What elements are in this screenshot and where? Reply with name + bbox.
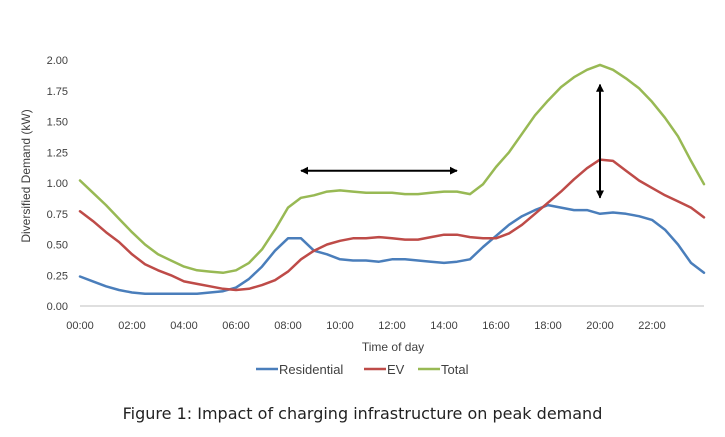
y-tick-label: 1.75: [47, 86, 68, 98]
series-line-ev: [78, 158, 706, 292]
x-tick-label: 02:00: [118, 320, 146, 332]
y-tick-label: 0.75: [47, 209, 68, 221]
x-tick-label: 08:00: [274, 320, 302, 332]
y-tick-label: 2.00: [47, 55, 68, 67]
legend-label-ev: EV: [387, 362, 405, 377]
x-tick-label: 20:00: [586, 320, 614, 332]
x-tick-label: 00:00: [66, 320, 94, 332]
line-chart: Diversified Demand (kW) 0.00 0.25 0.50 0.75…: [19, 55, 706, 377]
y-tick-label: 1.00: [47, 178, 68, 190]
legend-label-total: Total: [441, 362, 469, 377]
x-tick-label: 12:00: [378, 320, 406, 332]
x-axis-title: Time of day: [362, 340, 424, 354]
x-tick-label: 14:00: [430, 320, 458, 332]
x-tick-label: 16:00: [482, 320, 510, 332]
x-tick-label: 10:00: [326, 320, 354, 332]
x-tick-labels: 00:00 02:00 04:00 06:00 08:00 10:00 12:00 14:00…: [66, 320, 666, 332]
y-tick-label: 0.50: [47, 240, 68, 252]
y-tick-label: 1.50: [47, 117, 68, 129]
legend: Residential EV Total: [256, 362, 469, 377]
annotation-arrows: [300, 83, 604, 199]
x-tick-label: 18:00: [534, 320, 562, 332]
series-line-total: [78, 63, 706, 275]
series-line-residential: [78, 203, 706, 295]
x-tick-label: 04:00: [170, 320, 198, 332]
y-tick-labels: 0.00 0.25 0.50 0.75 1.00 1.25 1.50 1.75 2.00: [47, 55, 68, 313]
x-tick-label: 22:00: [638, 320, 666, 332]
series-lines: [78, 63, 706, 295]
y-tick-label: 0.25: [47, 270, 68, 282]
legend-label-residential: Residential: [279, 362, 343, 377]
y-tick-label: 0.00: [47, 301, 68, 313]
figure-caption: Figure 1: Impact of charging infrastruct…: [122, 404, 603, 423]
y-axis-title: Diversified Demand (kW): [19, 109, 33, 242]
x-tick-label: 06:00: [222, 320, 250, 332]
y-tick-label: 1.25: [47, 147, 68, 159]
